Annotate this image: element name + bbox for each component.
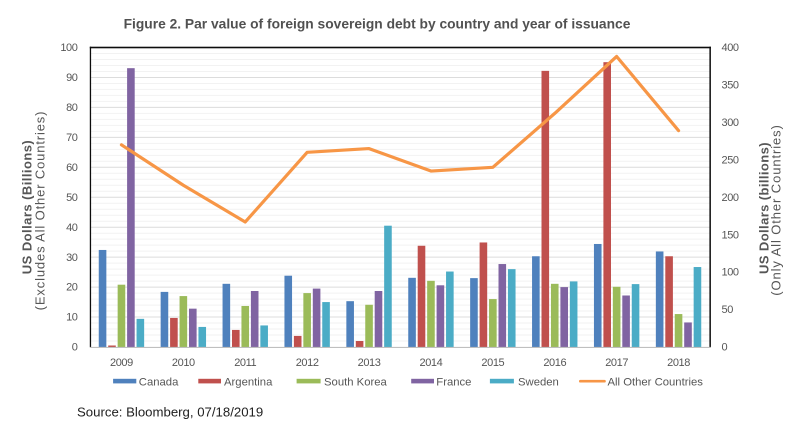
svg-text:2018: 2018	[667, 357, 690, 369]
svg-text:2011: 2011	[234, 357, 256, 369]
svg-text:10: 10	[66, 312, 78, 324]
svg-text:50: 50	[66, 192, 78, 204]
svg-text:350: 350	[722, 80, 739, 92]
svg-text:2009: 2009	[110, 357, 133, 369]
svg-text:70: 70	[66, 132, 78, 144]
svg-text:Source: Bloomberg, 07/18/2019: Source: Bloomberg, 07/18/2019	[77, 405, 263, 420]
svg-text:400: 400	[722, 42, 739, 54]
svg-text:2017: 2017	[605, 357, 628, 369]
svg-text:0: 0	[722, 342, 728, 354]
svg-text:US Dollars (Billions): US Dollars (Billions)	[20, 140, 35, 274]
svg-text:2016: 2016	[543, 357, 566, 369]
svg-text:150: 150	[722, 229, 739, 241]
svg-text:20: 20	[66, 282, 78, 294]
svg-text:80: 80	[66, 102, 78, 114]
svg-text:2015: 2015	[481, 357, 504, 369]
svg-text:2014: 2014	[420, 357, 443, 369]
svg-text:2010: 2010	[172, 357, 195, 369]
svg-text:Canada: Canada	[139, 377, 179, 389]
svg-text:2012: 2012	[296, 357, 319, 369]
svg-text:200: 200	[722, 192, 739, 204]
svg-text:100: 100	[60, 42, 77, 54]
svg-text:30: 30	[66, 252, 78, 264]
svg-text:US Dollars (billions): US Dollars (billions)	[757, 142, 772, 274]
svg-text:All Other Countries: All Other Countries	[608, 377, 704, 389]
svg-text:Argentina: Argentina	[224, 377, 273, 389]
svg-text:South Korea: South Korea	[324, 377, 388, 389]
svg-text:300: 300	[722, 117, 739, 129]
svg-text:40: 40	[66, 222, 78, 234]
svg-text:50: 50	[722, 304, 734, 316]
svg-text:Sweden: Sweden	[518, 377, 559, 389]
svg-text:90: 90	[66, 72, 78, 84]
svg-text:100: 100	[722, 267, 739, 279]
svg-text:60: 60	[66, 162, 78, 174]
svg-text:2013: 2013	[358, 357, 381, 369]
svg-text:0: 0	[72, 342, 78, 354]
svg-text:Figure 2. Par value of foreign: Figure 2. Par value of foreign sovereign…	[124, 16, 631, 31]
svg-text:France: France	[436, 377, 471, 389]
svg-text:(Only All Other Countries): (Only All Other Countries)	[769, 124, 784, 296]
svg-text:250: 250	[722, 154, 739, 166]
svg-text:(Excludes All Other Countries): (Excludes All Other Countries)	[33, 111, 48, 311]
